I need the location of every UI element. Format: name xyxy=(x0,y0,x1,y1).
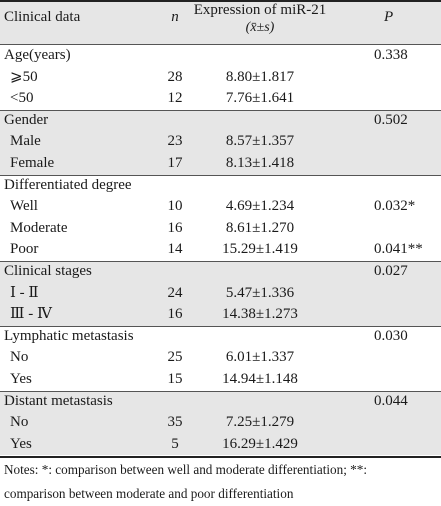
group-rule xyxy=(0,109,441,111)
cell-expression: 7.76±1.641 xyxy=(225,90,295,107)
cell-p-value: 0.027 xyxy=(374,263,408,279)
group-label: Gender xyxy=(4,111,49,128)
group-label: Age(years) xyxy=(4,47,71,63)
cell-p-value: 0.502 xyxy=(374,111,408,128)
cell-n: 16 xyxy=(167,219,183,236)
group-rule xyxy=(0,390,441,392)
row-label: Male xyxy=(10,133,41,150)
row-label: No xyxy=(10,414,29,431)
group-rule xyxy=(0,325,441,327)
cell-n: 28 xyxy=(167,68,183,85)
cell-expression: 6.01±1.337 xyxy=(225,349,295,366)
cell-n: 14 xyxy=(167,241,183,258)
header-p: P xyxy=(384,9,394,25)
cell-n: 5 xyxy=(171,435,179,452)
cell-expression: 14.94±1.148 xyxy=(222,371,298,387)
group-rule xyxy=(0,261,441,262)
cell-expression: 14.38±1.273 xyxy=(222,306,298,323)
group-label: Clinical stages xyxy=(4,263,92,279)
group-rule xyxy=(0,174,441,176)
row-label: No xyxy=(10,349,29,366)
table-row: Ⅰ - Ⅱ 24 5.47±1.336 xyxy=(0,282,441,305)
cell-n: 10 xyxy=(167,198,183,215)
cell-n: 16 xyxy=(167,306,183,323)
table-header: Clinical data n Expression of miR-21 (x̄… xyxy=(0,0,441,44)
notes-line-1: Notes: *: comparison between well and mo… xyxy=(4,462,368,477)
table-row: ⩾50 28 8.80±1.817 xyxy=(0,67,441,89)
table-row: No 25 6.01±1.337 xyxy=(0,347,441,369)
group-label: Lymphatic metastasis xyxy=(4,327,134,344)
row-label: ⩾50 xyxy=(10,68,38,85)
cell-n: 12 xyxy=(167,90,183,107)
cell-expression: 8.80±1.817 xyxy=(225,68,295,85)
cell-expression: 16.29±1.429 xyxy=(222,435,298,452)
table-row: Ⅲ - Ⅳ 16 14.38±1.273 xyxy=(0,304,441,326)
cell-expression: 4.69±1.234 xyxy=(225,198,295,215)
table-row: Yes 15 14.94±1.148 xyxy=(0,369,441,391)
group-row: Clinical stages 0.027 xyxy=(0,261,441,283)
cell-n: 35 xyxy=(167,414,183,431)
group-label: Differentiated degree xyxy=(4,176,132,193)
header-clinical-data: Clinical data xyxy=(4,9,81,25)
cell-p-value: 0.041** xyxy=(374,241,423,258)
group-row: Differentiated degree xyxy=(0,175,441,197)
row-label: Female xyxy=(10,155,55,171)
row-label: <50 xyxy=(10,90,34,107)
row-label: Poor xyxy=(10,241,39,258)
cell-p-value: 0.032* xyxy=(374,198,416,215)
cell-p-value: 0.044 xyxy=(374,392,408,409)
cell-expression: 8.13±1.418 xyxy=(225,155,295,171)
row-label: Well xyxy=(10,198,38,215)
header-rule xyxy=(0,44,441,45)
group-label: Distant metastasis xyxy=(4,392,113,409)
table-row: Yes 5 16.29±1.429 xyxy=(0,433,441,456)
cell-n: 23 xyxy=(167,133,183,150)
table-row: No 35 7.25±1.279 xyxy=(0,412,441,434)
table-row: Female 17 8.13±1.418 xyxy=(0,153,441,175)
cell-p-value: 0.030 xyxy=(374,327,408,344)
row-label: Ⅲ - Ⅳ xyxy=(10,306,52,323)
top-rule xyxy=(0,0,441,2)
header-n: n xyxy=(171,9,179,25)
header-expression: Expression of miR-21 xyxy=(193,2,327,18)
row-label: Moderate xyxy=(10,219,68,236)
row-label: Ⅰ - Ⅱ xyxy=(10,284,39,301)
cell-expression: 8.57±1.357 xyxy=(225,133,295,150)
cell-n: 15 xyxy=(167,371,183,387)
table-row: Poor 14 15.29±1.419 0.041** xyxy=(0,239,441,261)
cell-expression: 15.29±1.419 xyxy=(222,241,298,258)
cell-n: 17 xyxy=(167,155,183,171)
table-row: Moderate 16 8.61±1.270 xyxy=(0,218,441,240)
row-label: Yes xyxy=(10,435,32,452)
cell-n: 25 xyxy=(167,349,183,366)
cell-expression: 7.25±1.279 xyxy=(225,414,295,431)
group-row: Age(years) 0.338 xyxy=(0,45,441,67)
table-row: Well 10 4.69±1.234 0.032* xyxy=(0,196,441,218)
table-row: <50 12 7.76±1.641 xyxy=(0,88,441,110)
cell-n: 24 xyxy=(167,284,183,301)
group-row: Gender 0.502 xyxy=(0,109,441,132)
notes-line-2: comparison between moderate and poor dif… xyxy=(4,486,294,501)
group-row: Lymphatic metastasis 0.030 xyxy=(0,326,441,348)
cell-expression: 5.47±1.336 xyxy=(225,284,295,301)
cell-p-value: 0.338 xyxy=(374,47,408,63)
bottom-rule xyxy=(0,456,441,458)
table-row: Male 23 8.57±1.357 xyxy=(0,131,441,153)
cell-expression: 8.61±1.270 xyxy=(225,219,295,236)
table-notes: Notes: *: comparison between well and mo… xyxy=(4,458,436,506)
row-label: Yes xyxy=(10,371,32,387)
group-row: Distant metastasis 0.044 xyxy=(0,390,441,413)
header-expression-unit: (x̄±s) xyxy=(245,20,275,35)
